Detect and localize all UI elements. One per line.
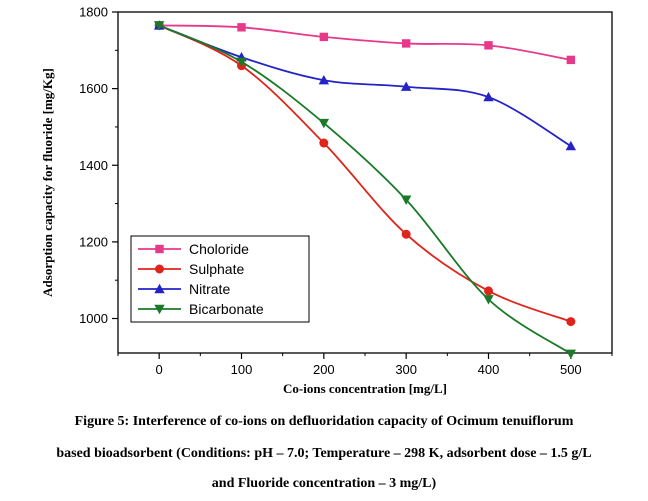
y-axis-title: Adsorption capacity for fluoride [mg/Kg] (40, 68, 55, 297)
series-bicarbonate (153, 21, 577, 359)
y-axis-ticks: 1000 1200 1400 1600 1800 (79, 5, 118, 326)
y-tick-label: 1600 (79, 81, 108, 96)
legend-item-bicarbonate: Bicarbonate (138, 301, 264, 317)
series-layer (153, 20, 577, 359)
data-point-nitrate (565, 140, 577, 151)
data-point-choloride (566, 55, 576, 65)
data-point-bicarbonate (483, 295, 494, 305)
series-choloride (154, 21, 576, 65)
data-point-nitrate (318, 75, 330, 85)
data-point-nitrate (400, 81, 412, 91)
y-tick-label: 1400 (79, 158, 108, 173)
data-point-sulphate (319, 138, 329, 148)
data-point-sulphate (401, 229, 411, 239)
x-tick-label: 300 (395, 362, 417, 377)
series-line-nitrate (158, 24, 572, 147)
x-tick-label: 100 (231, 362, 253, 377)
data-point-sulphate (484, 286, 493, 296)
data-point-bicarbonate (318, 118, 330, 129)
legend-label-bicarbonate: Bicarbonate (189, 301, 264, 317)
legend-label-choloride: Choloride (189, 241, 249, 257)
y-tick-label: 1200 (79, 234, 108, 249)
data-point-bicarbonate (400, 195, 412, 205)
data-point-choloride (401, 39, 411, 48)
data-point-choloride (319, 32, 329, 42)
data-point-nitrate (483, 91, 494, 102)
x-axis-ticks: 0 100 200 300 400 500 (117, 353, 613, 377)
legend-item-sulphate: Sulphate (138, 261, 244, 277)
x-tick-label: 0 (156, 362, 163, 377)
data-point-sulphate (566, 317, 576, 327)
legend-label-sulphate: Sulphate (189, 261, 244, 277)
data-point-bicarbonate (565, 349, 577, 359)
data-point-bicarbonate (236, 57, 247, 68)
data-point-choloride (484, 41, 493, 50)
legend-marker-sulphate (155, 264, 164, 274)
figure-caption-line-2: based bioadsorbent (Conditions: pH – 7.0… (56, 446, 592, 461)
x-tick-label: 200 (313, 362, 335, 377)
x-axis-title: Co-ions concentration [mg/L] (283, 381, 447, 396)
series-line-choloride (159, 24, 571, 61)
legend-marker-bicarbonate (154, 304, 165, 315)
legend-marker-choloride (155, 244, 164, 254)
figure-caption-line-3: and Fluoride concentration – 3 mg/L) (211, 476, 437, 491)
data-point-choloride (237, 23, 246, 32)
x-tick-label: 500 (560, 362, 582, 377)
chart: 0 100 200 300 400 500 1000 1200 1400 1600 1800 Ch… (40, 5, 613, 396)
legend-label-nitrate: Nitrate (189, 281, 230, 297)
legend-item-choloride: Choloride (138, 241, 249, 257)
legend-item-nitrate: Nitrate (138, 281, 230, 297)
y-tick-label: 1800 (79, 5, 108, 20)
x-tick-label: 400 (478, 362, 500, 377)
y-tick-label: 1000 (79, 311, 108, 326)
data-point-bicarbonate (153, 21, 165, 31)
figure-caption-line-1: Figure 5: Interference of co-ions on def… (74, 414, 574, 429)
legend-marker-nitrate (154, 283, 165, 294)
legend: Choloride Sulphate Nitrate Bicarbonate (130, 235, 310, 323)
